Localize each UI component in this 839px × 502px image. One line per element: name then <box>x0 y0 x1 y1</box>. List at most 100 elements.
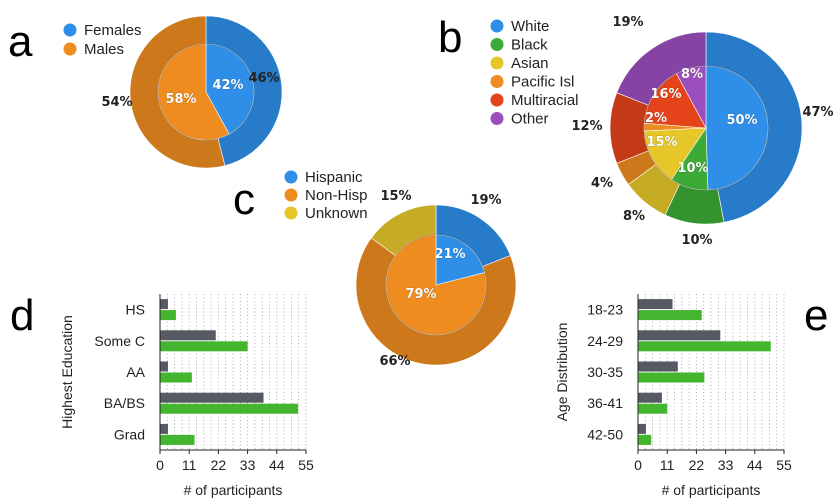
x-tick-label-d-1: 11 <box>182 457 197 473</box>
outer-label-b-0: 47% <box>802 105 833 120</box>
bar-e-2-1 <box>638 372 705 383</box>
x-tick-label-e-1: 11 <box>660 457 675 473</box>
legend-label-c-0: Hispanic <box>305 169 363 186</box>
legend-marker-b-1 <box>490 38 504 51</box>
inner-label-b-2: 15% <box>646 135 677 150</box>
outer-label-a-1: 54% <box>101 95 132 110</box>
legend-label-a-1: Males <box>84 41 124 58</box>
x-tick-label-d-2: 22 <box>211 457 227 473</box>
outer-label-b-5: 19% <box>612 15 643 30</box>
bar-d-0-1 <box>160 310 176 321</box>
bar-d-4-1 <box>160 434 195 445</box>
bar-e-4-1 <box>638 434 652 445</box>
panel-letter-c: c <box>233 175 255 224</box>
category-label-e-1: 24-29 <box>587 333 623 349</box>
inner-slice-b-0 <box>705 65 769 191</box>
legend-label-b-5: Other <box>511 111 549 128</box>
legend-label-b-3: Pacific Isl <box>511 74 574 91</box>
inner-label-b-1: 10% <box>677 161 708 176</box>
inner-label-a-1: 58% <box>165 92 196 107</box>
x-tick-label-e-2: 22 <box>689 457 705 473</box>
outer-label-c-1: 66% <box>379 354 410 369</box>
inner-slice-a-0 <box>205 43 255 135</box>
x-tick-label-e-4: 44 <box>747 457 763 473</box>
legend-marker-b-3 <box>490 75 504 88</box>
bar-e-2-0 <box>638 361 678 372</box>
panel-letter-b: b <box>438 13 462 62</box>
bar-e-0-0 <box>638 299 673 310</box>
category-label-d-4: Grad <box>114 426 145 442</box>
bar-d-3-1 <box>160 403 299 414</box>
legend-marker-c-1 <box>284 188 298 202</box>
inner-label-b-0: 50% <box>726 113 757 128</box>
bar-e-3-1 <box>638 403 668 414</box>
inner-slice-a-1 <box>157 43 230 141</box>
legend-marker-b-0 <box>490 19 504 33</box>
panel-letter-e: e <box>804 291 828 340</box>
legend-marker-b-4 <box>490 93 504 107</box>
bar-d-1-1 <box>160 341 248 352</box>
chart-e-age: 18-23 24-29 30-35 36-41 42-50 0 11 22 33 44 55 # of… <box>554 294 792 498</box>
category-label-d-3: BA/BS <box>104 395 145 411</box>
inner-slice-b-2 <box>643 127 707 180</box>
inner-ring-edge-b <box>643 65 769 191</box>
category-label-e-0: 18-23 <box>587 302 623 318</box>
inner-label-b-3: 2% <box>645 111 667 126</box>
category-label-e-3: 36-41 <box>587 395 623 411</box>
bar-e-3-0 <box>638 392 662 403</box>
legend-label-b-2: Asian <box>511 55 549 72</box>
inner-label-b-5: 8% <box>681 67 703 82</box>
bar-d-0-0 <box>160 299 168 310</box>
panel-letter-d: d <box>10 291 34 340</box>
y-axis-title-d: Highest Education <box>59 315 75 429</box>
inner-ring-edge-c <box>385 234 487 336</box>
bar-e-0-1 <box>638 310 702 321</box>
legend-label-b-0: White <box>511 18 549 35</box>
inner-slice-c-1 <box>385 234 487 336</box>
outer-label-b-3: 4% <box>591 176 613 191</box>
x-tick-label-d-3: 33 <box>240 457 256 473</box>
x-tick-label-d-5: 55 <box>298 457 314 473</box>
bar-d-2-0 <box>160 361 168 372</box>
legend-label-c-1: Non-Hisp <box>305 187 368 204</box>
category-label-e-2: 30-35 <box>587 364 623 380</box>
legend-marker-c-0 <box>284 170 298 184</box>
inner-label-a-0: 42% <box>212 78 243 93</box>
legend-label-a-0: Females <box>84 22 142 39</box>
chart-d-education: HS Some C AA BA/BS Grad 0 11 22 33 44 55 # of parti… <box>59 294 314 498</box>
x-tick-label-d-0: 0 <box>156 457 164 473</box>
outer-label-a-0: 46% <box>248 71 279 86</box>
legend-marker-a-1 <box>63 42 77 56</box>
outer-label-b-4: 12% <box>571 119 602 134</box>
x-tick-label-e-0: 0 <box>634 457 642 473</box>
bar-d-4-0 <box>160 423 168 434</box>
legend-label-b-4: Multiracial <box>511 92 579 109</box>
inner-ring-edge-a <box>157 43 255 141</box>
category-label-d-1: Some C <box>94 333 145 349</box>
outer-label-c-0: 19% <box>470 193 501 208</box>
panel-letter-a: a <box>8 17 33 66</box>
x-axis-title-e: # of participants <box>662 482 761 498</box>
bar-e-1-1 <box>638 341 771 352</box>
inner-slice-b-4 <box>643 73 707 129</box>
chart-a-sex: Females Males 46% 54% 42% 58% <box>63 15 283 169</box>
inner-label-c-1: 79% <box>405 287 436 302</box>
x-tick-label-e-5: 55 <box>776 457 792 473</box>
bar-d-3-0 <box>160 392 264 403</box>
legend-label-c-2: Unknown <box>305 205 368 222</box>
bar-e-4-0 <box>638 423 646 434</box>
category-label-d-2: AA <box>126 364 145 380</box>
inner-slice-b-5 <box>675 65 707 129</box>
x-tick-label-e-3: 33 <box>718 457 734 473</box>
legend-marker-b-5 <box>490 112 504 125</box>
y-axis-title-e: Age Distribution <box>554 323 570 422</box>
x-tick-label-d-4: 44 <box>269 457 285 473</box>
bar-d-1-0 <box>160 330 216 341</box>
legend-marker-c-2 <box>284 206 298 220</box>
inner-label-c-0: 21% <box>434 247 465 262</box>
legend-marker-a-0 <box>63 23 77 37</box>
category-label-d-0: HS <box>126 302 145 318</box>
